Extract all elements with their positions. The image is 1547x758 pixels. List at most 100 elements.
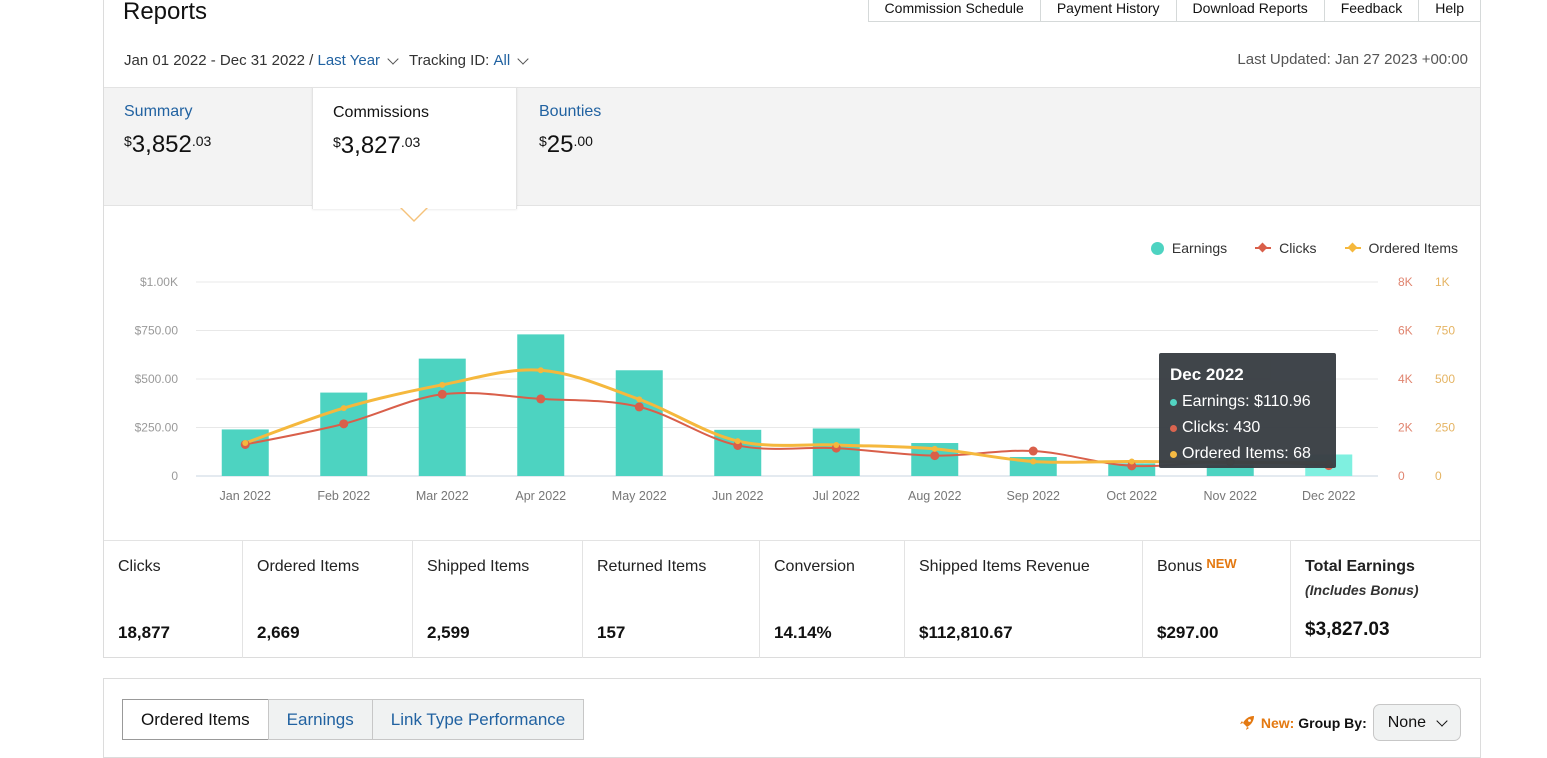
- stat-shipped-items: Shipped Items 2,599: [413, 541, 583, 658]
- chevron-down-icon: [1436, 714, 1448, 727]
- x-tick-label: Nov 2022: [1203, 489, 1257, 503]
- last-updated: Last Updated: Jan 27 2023 +00:00: [1237, 51, 1468, 68]
- stat-value: 2,599: [427, 623, 470, 642]
- tab-ordered-items[interactable]: Ordered Items: [122, 699, 269, 740]
- stat-value: 14.14%: [774, 623, 832, 642]
- ordered-line-icon: [1344, 247, 1361, 249]
- tooltip-clicks: Clicks: 430: [1170, 415, 1325, 441]
- tab-bounties-value: $25.00: [539, 131, 593, 158]
- stat-returned-items: Returned Items 157: [583, 541, 760, 658]
- group-by-value: None: [1387, 713, 1426, 731]
- stat-label: Shipped Items: [427, 558, 530, 575]
- legend-ordered-label: Ordered Items: [1368, 240, 1458, 256]
- clicks-line-icon: [1255, 247, 1272, 249]
- stat-sublabel: (Includes Bonus): [1305, 582, 1419, 598]
- tab-commissions-label: Commissions: [333, 104, 430, 121]
- stat-conversion: Conversion 14.14%: [760, 541, 905, 658]
- stat-label: Returned Items: [597, 558, 707, 575]
- stat-label: Total Earnings: [1305, 558, 1415, 575]
- x-tick-label: Dec 2022: [1302, 489, 1356, 503]
- stats-row: Clicks 18,877 Ordered Items 2,669 Shippe…: [104, 540, 1480, 658]
- stat-value: $3,827.03: [1305, 619, 1390, 640]
- y-right-ordered-tick-label: 0: [1435, 469, 1442, 483]
- stat-bonus: Bonus NEW $297.00: [1143, 541, 1291, 658]
- chart-tooltip: Dec 2022 Earnings: $110.96 Clicks: 430 O…: [1159, 353, 1336, 468]
- stat-label: Ordered Items: [257, 558, 360, 575]
- y-right-ordered-tick-label: 500: [1435, 372, 1455, 386]
- legend-earnings[interactable]: Earnings: [1150, 240, 1227, 256]
- stat-value: 18,877: [118, 623, 170, 642]
- tooltip-title: Dec 2022: [1170, 365, 1244, 384]
- x-tick-label: Apr 2022: [515, 489, 566, 503]
- ordered-items-point: [340, 405, 347, 412]
- clicks-point: [339, 419, 349, 429]
- group-by-control: New: Group By: None: [1239, 704, 1461, 741]
- x-tick-label: Jan 2022: [220, 489, 271, 503]
- stat-clicks: Clicks 18,877: [104, 541, 243, 658]
- stat-label: Bonus NEW: [1157, 556, 1237, 575]
- filter-bar: Jan 01 2022 - Dec 31 2022 / Last Year Tr…: [124, 52, 539, 69]
- page-title: Reports: [123, 0, 208, 25]
- ordered-items-point: [636, 396, 643, 403]
- payment-history-button[interactable]: Payment History: [1039, 0, 1177, 22]
- earnings-dot-icon: [1150, 241, 1164, 255]
- ordered-items-point: [1128, 458, 1135, 465]
- earnings-chart: $1.00K 8K 1K $750.00 6K 750 $500.00 4K 500 $250.0…: [135, 275, 1456, 503]
- tab-summary[interactable]: Summary $3,852.03: [104, 87, 312, 204]
- ordered-items-point: [242, 440, 249, 447]
- help-button[interactable]: Help: [1418, 0, 1481, 22]
- earnings-bar: [615, 370, 663, 476]
- stat-ordered-items: Ordered Items 2,669: [243, 541, 413, 658]
- tab-bounties[interactable]: Bounties $25.00: [519, 87, 719, 204]
- legend-ordered-items[interactable]: Ordered Items: [1344, 240, 1458, 256]
- y-right-clicks-tick-label: 2K: [1398, 421, 1413, 435]
- tooltip-ordered: Ordered Items: 68: [1170, 441, 1325, 467]
- tooltip-earnings: Earnings: $110.96: [1170, 389, 1325, 415]
- x-tick-label: Jul 2022: [813, 489, 860, 503]
- earnings-bar: [418, 358, 466, 476]
- stat-value: $112,810.67: [919, 623, 1013, 642]
- stat-total-earnings: Total Earnings (Includes Bonus) $3,827.0…: [1291, 541, 1480, 658]
- chevron-down-icon[interactable]: [517, 52, 529, 65]
- active-tab-pointer: [400, 207, 428, 222]
- stat-label: Conversion: [774, 558, 855, 575]
- tab-bounties-label[interactable]: Bounties: [539, 103, 602, 120]
- download-reports-button[interactable]: Download Reports: [1175, 0, 1325, 22]
- ordered-items-point: [833, 441, 840, 448]
- tab-summary-label[interactable]: Summary: [124, 103, 193, 120]
- y-left-tick-label: $250.00: [135, 421, 179, 435]
- clicks-point: [1127, 461, 1137, 471]
- tab-commissions[interactable]: Commissions $3,827.03: [312, 87, 517, 209]
- clicks-point: [634, 402, 644, 412]
- ordered-items-point: [734, 438, 741, 445]
- new-badge: NEW: [1206, 556, 1237, 571]
- ordered-dot-icon: [1170, 450, 1177, 458]
- tab-summary-value: $3,852.03: [124, 131, 212, 158]
- earnings-dot-icon: [1170, 398, 1177, 406]
- earnings-bar: [517, 334, 565, 476]
- stat-label: Shipped Items Revenue: [919, 558, 1090, 575]
- feedback-button[interactable]: Feedback: [1323, 0, 1420, 22]
- report-type-tabs: Ordered Items Earnings Link Type Perform…: [122, 699, 585, 740]
- period-dropdown[interactable]: Last Year: [317, 52, 381, 69]
- ordered-items-point: [537, 367, 544, 374]
- top-nav: Commission Schedule Payment History Down…: [867, 0, 1481, 22]
- clicks-point: [536, 394, 546, 404]
- group-by-select[interactable]: None: [1372, 704, 1461, 741]
- y-right-ordered-tick-label: 1K: [1435, 275, 1450, 289]
- tracking-id-dropdown[interactable]: All: [493, 52, 511, 69]
- stat-label: Clicks: [118, 558, 161, 575]
- chevron-down-icon[interactable]: [387, 52, 399, 65]
- y-left-tick-label: $750.00: [135, 324, 179, 338]
- y-right-clicks-tick-label: 6K: [1398, 324, 1413, 338]
- legend-clicks[interactable]: Clicks: [1255, 240, 1317, 256]
- earnings-bar: [1206, 465, 1254, 476]
- clicks-point: [437, 389, 447, 399]
- tab-link-type-performance[interactable]: Link Type Performance: [371, 699, 585, 740]
- commission-schedule-button[interactable]: Commission Schedule: [867, 0, 1041, 22]
- clicks-point: [1028, 446, 1038, 456]
- tab-earnings[interactable]: Earnings: [267, 699, 373, 740]
- ordered-items-point: [439, 381, 446, 388]
- x-tick-label: Jun 2022: [712, 489, 763, 503]
- legend-clicks-label: Clicks: [1279, 240, 1317, 256]
